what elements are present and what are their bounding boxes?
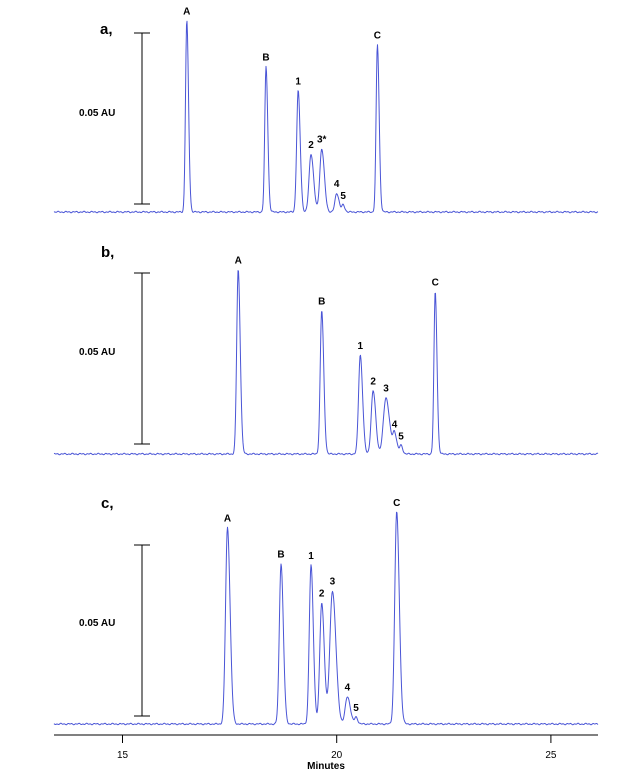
peak-labels-c: A B 1 23 45 C: [224, 498, 400, 714]
peak-label-a-a: A: [183, 7, 190, 18]
panel-a: a, 0.05 AU A B 1 2 3* 45 C: [53, 7, 599, 214]
peak-labels-b: A B 1 23 45 C: [235, 255, 439, 442]
scale-bar-b: [134, 272, 150, 445]
peak-label-b-a: A: [235, 255, 242, 266]
peak-label-c-4: 4: [345, 683, 351, 694]
peak-label-c-3: 3: [330, 577, 336, 588]
peak-label-a-5: 5: [340, 191, 346, 202]
peak-label-b-4: 4: [392, 420, 398, 431]
scale-bar-c: [134, 544, 150, 717]
peak-label-c-b: B: [277, 549, 284, 560]
x-axis-ticks: 15 20 25: [117, 735, 557, 761]
panel-label-a: a,: [100, 21, 113, 38]
peak-label-b-3: 3: [383, 384, 389, 395]
x-axis-title: Minutes: [307, 761, 345, 772]
panel-b: b, 0.05 AU A B 1 23 45 C: [53, 244, 599, 456]
peak-label-b-b: B: [318, 296, 325, 307]
panel-c: c, 0.05 AU A B 1 23 45 C: [53, 495, 599, 726]
scale-label-c: 0.05 AU: [79, 618, 115, 629]
peak-label-a-2: 2: [308, 140, 314, 151]
x-tick-label-25: 25: [545, 750, 557, 761]
peak-label-c-a: A: [224, 513, 231, 524]
peak-label-c-1: 1: [308, 551, 314, 562]
peak-label-b-2: 2: [370, 377, 376, 388]
x-axis: 15 20 25 Minutes: [54, 734, 598, 772]
panel-label-c: c,: [101, 495, 114, 512]
scale-bar-a: [134, 32, 150, 205]
peak-label-b-1: 1: [358, 341, 364, 352]
scale-label-b: 0.05 AU: [79, 347, 115, 358]
x-tick-label-15: 15: [117, 750, 129, 761]
panel-label-b: b,: [101, 244, 114, 261]
peak-label-a-4: 4: [334, 179, 340, 190]
trace-a: [53, 20, 599, 214]
peak-label-c-2: 2: [319, 589, 325, 600]
peak-label-c-5: 5: [353, 703, 359, 714]
peak-label-b-c: C: [432, 278, 439, 289]
trace-c: [53, 511, 599, 726]
peak-label-a-3star: 3*: [317, 135, 327, 146]
trace-b: [53, 270, 599, 456]
peak-label-a-b: B: [262, 53, 269, 64]
peak-labels-a: A B 1 2 3* 45 C: [183, 7, 381, 203]
scale-label-a: 0.05 AU: [79, 108, 115, 119]
x-tick-label-20: 20: [331, 750, 343, 761]
peak-label-b-5: 5: [398, 431, 404, 442]
peak-label-a-c: C: [374, 30, 381, 41]
peak-label-c-c: C: [393, 498, 400, 509]
peak-label-a-1: 1: [295, 77, 301, 88]
